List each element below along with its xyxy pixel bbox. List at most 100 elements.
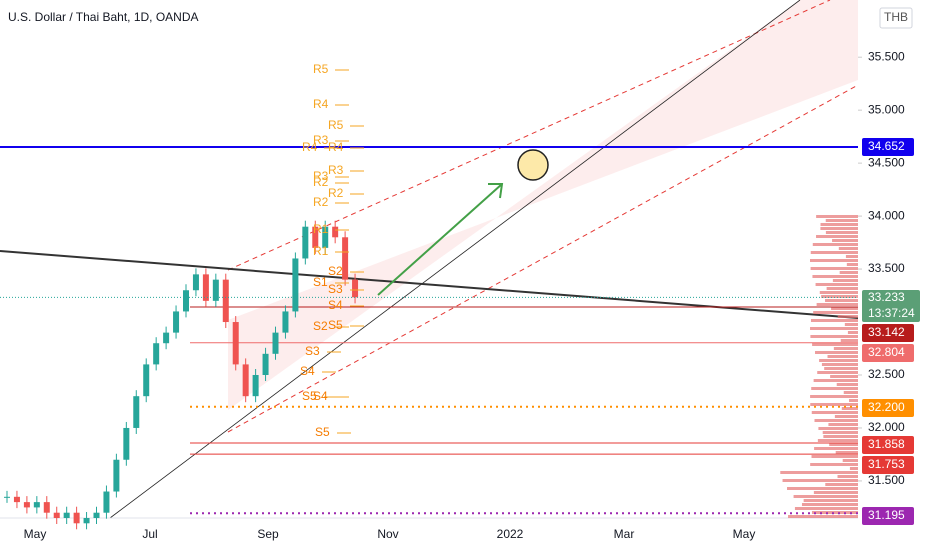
price-tick-label: 34.500 — [868, 155, 905, 169]
volume-profile — [833, 347, 858, 350]
price-badge — [862, 324, 914, 342]
candle — [173, 311, 180, 333]
volume-profile — [801, 503, 858, 506]
price-badge — [862, 399, 914, 417]
volume-profile — [810, 463, 858, 466]
price-badge-label: 31.858 — [868, 437, 905, 451]
price-badge-label: 34.652 — [868, 139, 905, 153]
volume-profile — [819, 359, 858, 362]
volume-profile — [825, 483, 858, 486]
volume-profile — [813, 311, 858, 314]
price-tick-label: 31.500 — [868, 473, 905, 487]
channel-lower — [227, 84, 859, 433]
candle — [153, 343, 160, 365]
currency[interactable]: THB — [884, 10, 908, 24]
currency-button[interactable] — [879, 7, 913, 29]
price-badge-label: 32.804 — [868, 345, 905, 359]
candle — [282, 311, 289, 333]
volume-profile — [818, 427, 858, 430]
volume-profile — [813, 379, 858, 382]
volume-profile — [841, 407, 858, 410]
candle — [192, 274, 199, 291]
volume-profile — [782, 479, 858, 482]
volume-profile — [803, 499, 858, 502]
pivot-label: R3 — [313, 169, 329, 183]
volume-profile — [810, 267, 858, 270]
volume-profile — [840, 339, 858, 342]
price-tick-label: 35.500 — [868, 49, 905, 63]
volume-profile — [811, 511, 858, 514]
volume-profile — [832, 279, 858, 282]
candle — [43, 502, 50, 513]
volume-profile — [846, 263, 858, 266]
price-badge — [862, 344, 914, 362]
volume-profile — [830, 375, 858, 378]
channel-upper — [227, 0, 831, 271]
time-label: Jul — [142, 527, 157, 541]
volume-profile — [814, 419, 858, 422]
volume-profile — [827, 355, 858, 358]
volume-profile — [824, 367, 858, 370]
pivot-label: R1 — [313, 222, 329, 236]
volume-profile — [816, 215, 858, 218]
volume-profile — [811, 387, 858, 390]
time-label: Mar — [614, 527, 635, 541]
candle — [302, 226, 309, 259]
time-label: 2022 — [497, 527, 524, 541]
pivot-label: R1 — [313, 244, 329, 258]
candle — [103, 491, 110, 513]
pivot-label: S4 — [313, 389, 328, 403]
volume-profile — [810, 327, 858, 330]
volume-profile — [837, 475, 858, 478]
price-badge-label: 31.753 — [868, 457, 905, 471]
candle — [113, 459, 120, 492]
volume-profile — [820, 223, 858, 226]
candle — [93, 512, 100, 518]
candle — [242, 364, 249, 397]
volume-profile — [829, 443, 858, 446]
volume-profile — [811, 411, 858, 414]
pivot-label: R4 — [302, 140, 318, 154]
candle — [342, 237, 349, 280]
candle — [13, 496, 20, 503]
price-tick-label: 34.000 — [868, 208, 905, 222]
trend-line — [109, 0, 801, 519]
volume-profile — [819, 291, 858, 294]
volume-profile — [794, 507, 858, 510]
volume-profile — [834, 415, 858, 418]
volume-profile — [844, 323, 858, 326]
price-badge — [862, 290, 920, 322]
pivot-label: S3 — [328, 282, 343, 296]
volume-profile — [810, 335, 858, 338]
channel-fill — [228, 0, 858, 410]
price-badge — [862, 507, 914, 525]
pivot-label: S5 — [328, 318, 343, 332]
volume-profile — [815, 351, 858, 354]
pivot-label: R5 — [313, 62, 329, 76]
pivot-label: R4 — [328, 140, 344, 154]
volume-profile — [843, 391, 858, 394]
volume-profile — [811, 455, 858, 458]
candle — [83, 518, 90, 524]
volume-profile — [810, 395, 858, 398]
time-label: May — [733, 527, 756, 541]
volume-profile — [812, 275, 858, 278]
volume-profile — [821, 363, 858, 366]
price-badge-label: 33.142 — [868, 325, 905, 339]
pivot-label: R2 — [328, 186, 344, 200]
volume-profile — [836, 383, 858, 386]
candle — [143, 364, 150, 397]
pivot-label: S2 — [313, 319, 328, 333]
arrow-head — [488, 183, 504, 199]
candle — [202, 274, 209, 301]
candle — [73, 512, 80, 524]
chart-title: U.S. Dollar / Thai Baht, 1D, OANDA — [8, 10, 199, 24]
volume-profile — [849, 467, 858, 470]
volume-profile — [815, 283, 858, 286]
volume-profile — [820, 227, 858, 230]
candle — [262, 353, 269, 375]
candle — [312, 226, 319, 248]
volume-profile — [816, 303, 858, 306]
